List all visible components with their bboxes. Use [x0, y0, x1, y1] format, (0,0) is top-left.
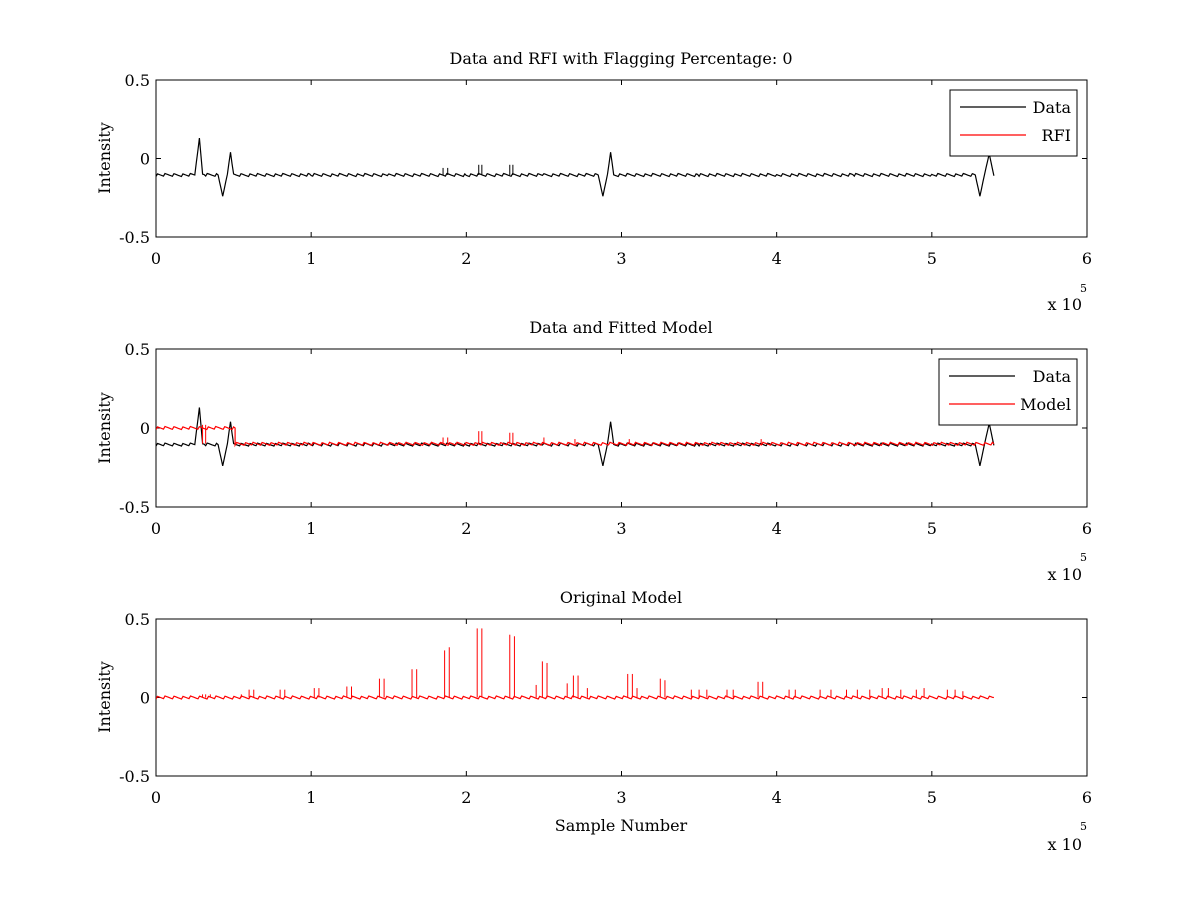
x-tick-label: 6 — [1082, 249, 1092, 268]
x-tick-label: 3 — [616, 249, 626, 268]
y-axis-label: Intensity — [95, 122, 114, 194]
x-axis-multiplier: x 10 — [1048, 835, 1082, 854]
panel-title: Data and RFI with Flagging Percentage: 0 — [449, 49, 792, 68]
y-tick-label: 0.5 — [125, 340, 150, 359]
plot-area — [155, 79, 1088, 238]
y-tick-label: -0.5 — [119, 767, 150, 786]
x-tick-label: 2 — [461, 519, 471, 538]
series-model-line — [156, 695, 994, 700]
y-axis-label: Intensity — [95, 392, 114, 464]
x-axis-multiplier-exponent: 5 — [1080, 551, 1087, 564]
x-axis-multiplier: x 10 — [1048, 295, 1082, 314]
y-tick-label: 0 — [140, 419, 150, 438]
y-tick-label: -0.5 — [119, 498, 150, 517]
x-tick-label: 5 — [927, 249, 937, 268]
series-model — [156, 628, 994, 700]
series-data-line — [156, 138, 995, 197]
plot-area — [155, 348, 1088, 508]
legend-box — [949, 89, 1078, 157]
legend-label: Data — [1033, 98, 1072, 117]
panel-data-model: Data and Fitted Model Intensity x 10 5 0… — [95, 318, 1092, 584]
x-tick-label: 1 — [306, 788, 316, 807]
y-tick-label: 0 — [140, 689, 150, 708]
x-axis-multiplier: x 10 — [1048, 565, 1082, 584]
x-tick-label: 6 — [1082, 788, 1092, 807]
x-tick-label: 1 — [306, 519, 316, 538]
y-axis-label: Intensity — [95, 661, 114, 733]
y-tick-label: -0.5 — [119, 228, 150, 247]
x-tick-label: 0 — [151, 788, 161, 807]
panel-title: Original Model — [560, 588, 682, 607]
series-model-line — [156, 425, 995, 448]
x-tick-label: 3 — [616, 519, 626, 538]
x-tick-label: 5 — [927, 519, 937, 538]
x-tick-label: 4 — [772, 249, 782, 268]
x-tick-label: 6 — [1082, 519, 1092, 538]
legend: Data Model — [938, 358, 1078, 426]
y-tick-label: 0.5 — [125, 610, 150, 629]
x-tick-label: 5 — [927, 788, 937, 807]
series-data — [156, 138, 995, 197]
panel-original-model: Original Model Intensity Sample Number x… — [95, 588, 1092, 854]
legend-label: Data — [1033, 367, 1072, 386]
panel-data-rfi: Data and RFI with Flagging Percentage: 0… — [95, 49, 1092, 314]
legend: Data RFI — [949, 89, 1078, 157]
legend-label: RFI — [1042, 126, 1071, 145]
x-tick-label: 4 — [772, 788, 782, 807]
x-tick-label: 0 — [151, 249, 161, 268]
x-tick-label: 0 — [151, 519, 161, 538]
panel-title: Data and Fitted Model — [529, 318, 712, 337]
y-tick-label: 0.5 — [125, 71, 150, 90]
x-axis-multiplier-exponent: 5 — [1080, 282, 1087, 295]
x-tick-label: 3 — [616, 788, 626, 807]
x-tick-label: 1 — [306, 249, 316, 268]
x-tick-label: 2 — [461, 249, 471, 268]
series-model — [156, 424, 995, 448]
x-axis-label: Sample Number — [555, 816, 688, 835]
legend-box — [938, 358, 1078, 426]
x-tick-label: 2 — [461, 788, 471, 807]
x-axis-multiplier-exponent: 5 — [1080, 820, 1087, 833]
y-tick-label: 0 — [140, 150, 150, 169]
x-tick-label: 4 — [772, 519, 782, 538]
legend-label: Model — [1020, 395, 1071, 414]
